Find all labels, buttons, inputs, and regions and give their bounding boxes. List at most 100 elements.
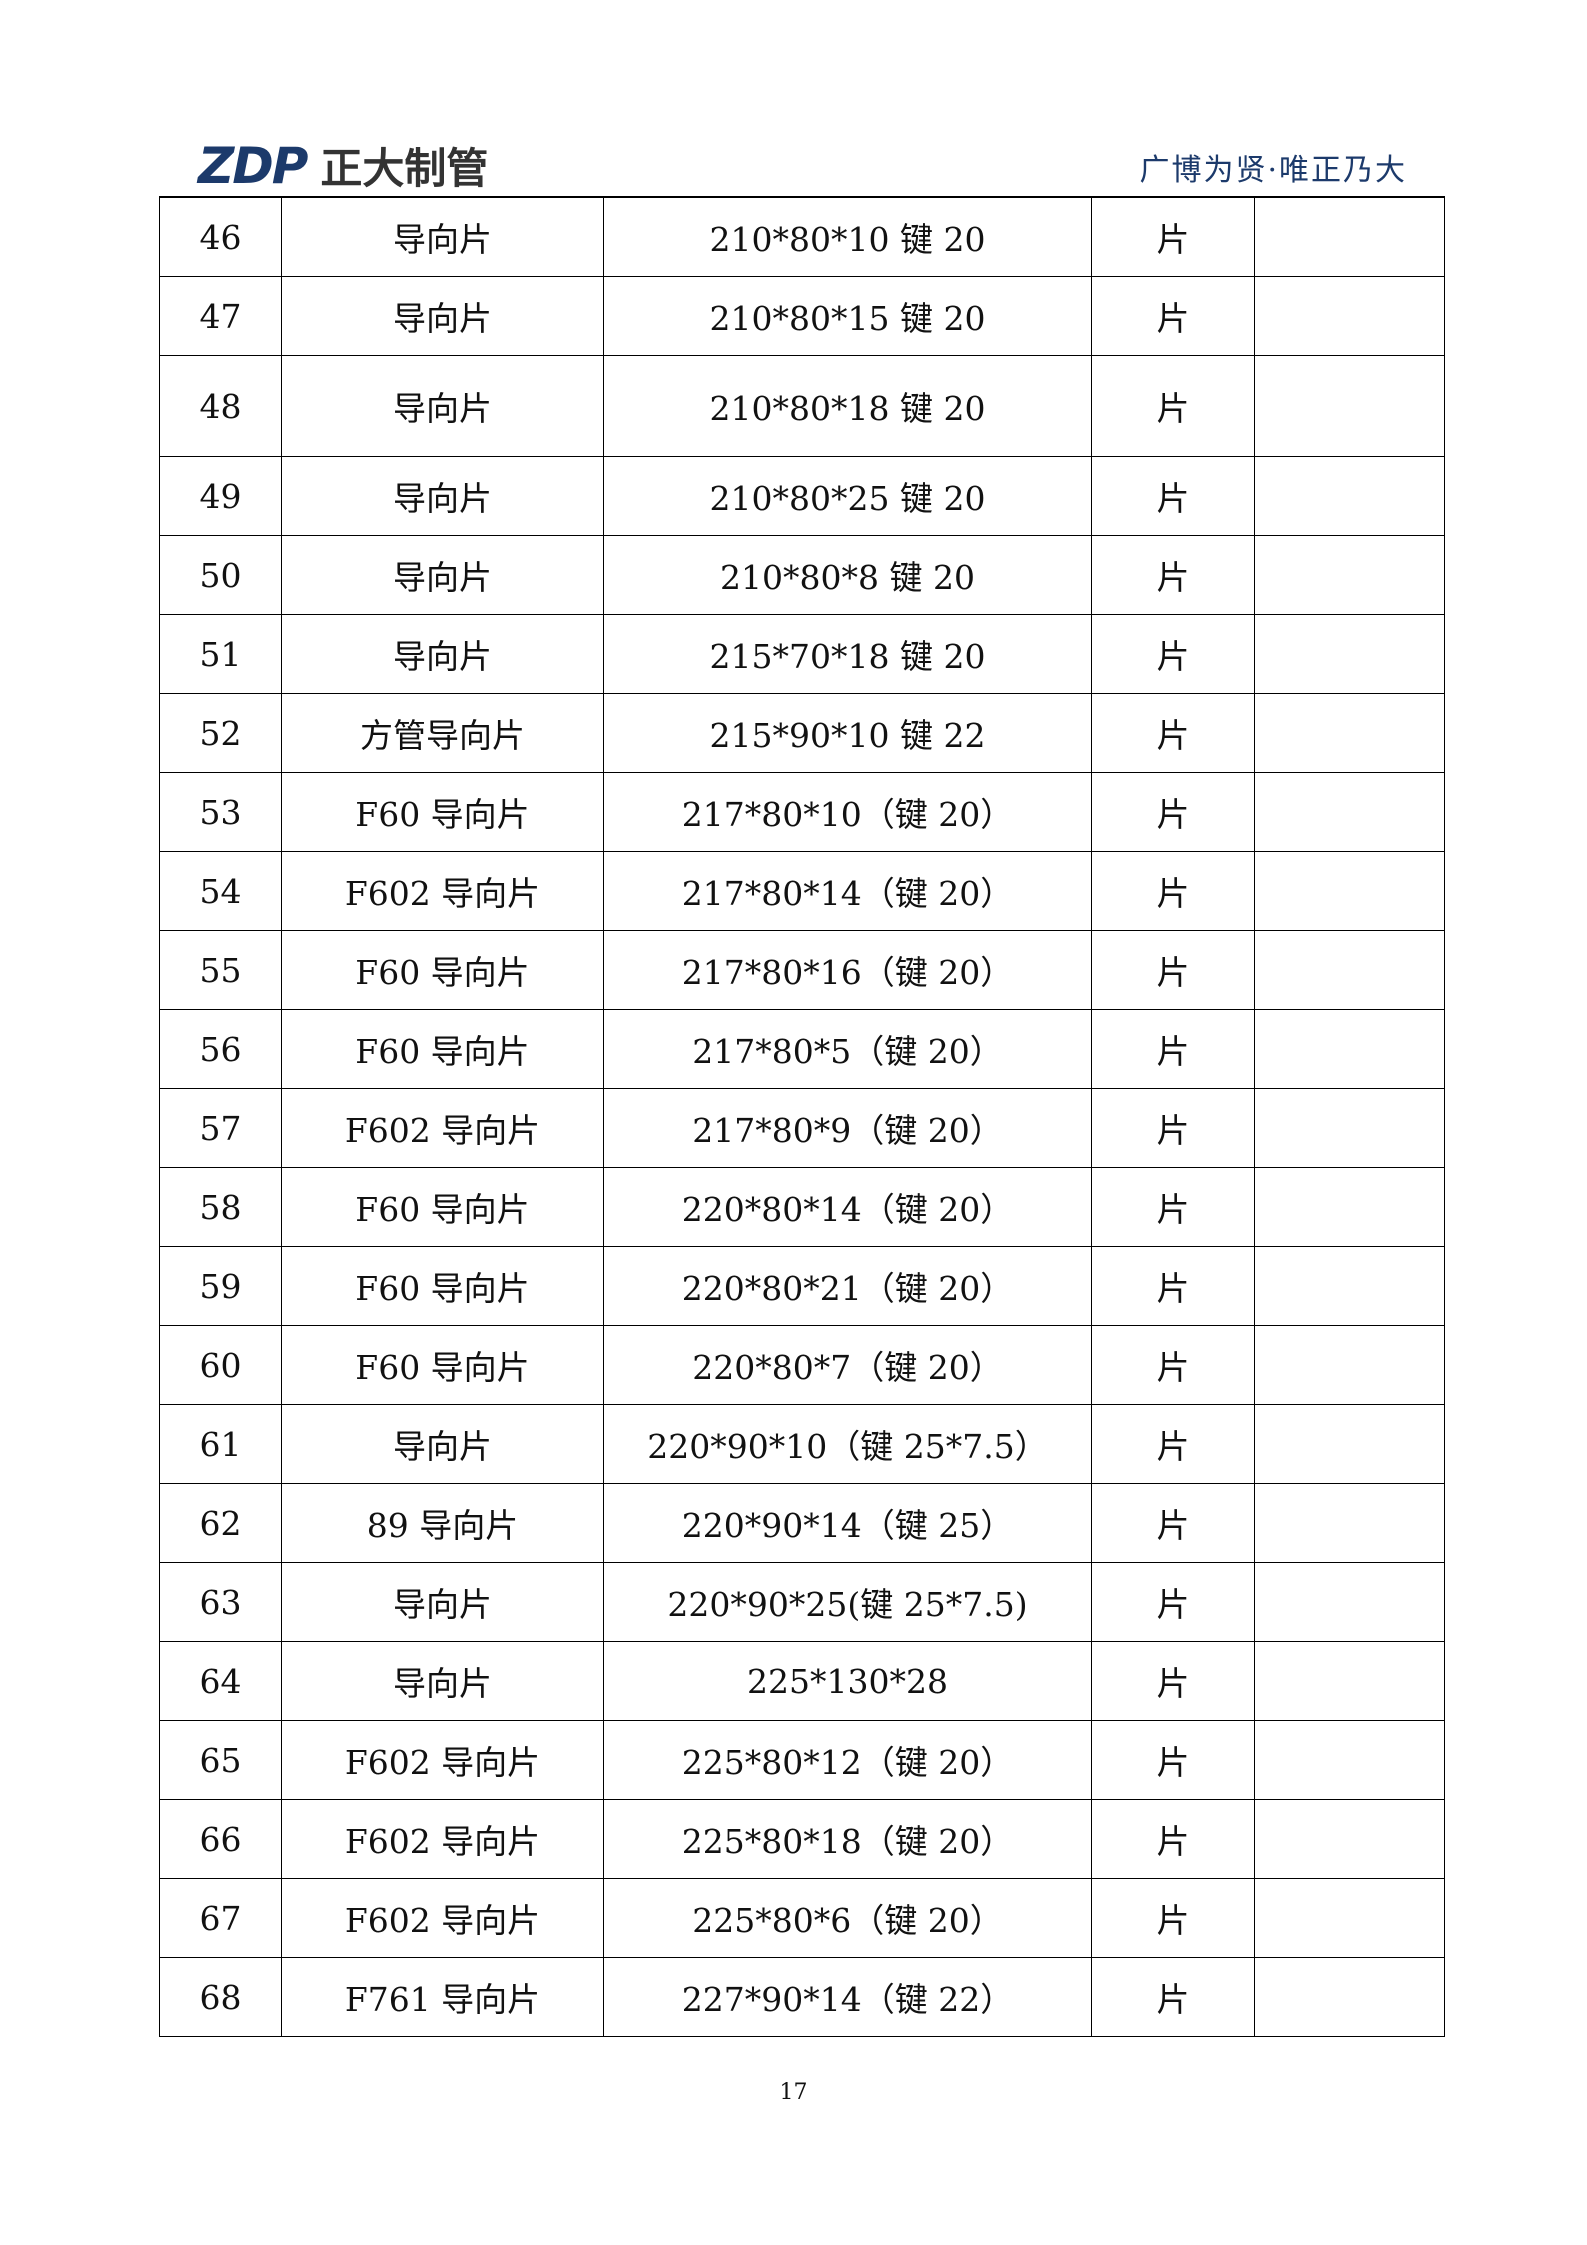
cell-no: 57 (159, 1088, 282, 1168)
cell-unit: 片 (1091, 1483, 1255, 1563)
cell-remark (1254, 1404, 1445, 1484)
cell-name: 导向片 (281, 276, 604, 356)
cell-name: 导向片 (281, 614, 604, 694)
cell-name: 89 导向片 (281, 1483, 604, 1563)
cell-name: 导向片 (281, 456, 604, 536)
cell-remark (1254, 1878, 1445, 1958)
cell-unit: 片 (1091, 1720, 1255, 1800)
cell-spec: 215*90*10 键 22 (603, 693, 1092, 773)
table-row: 46 导向片 210*80*10 键 20 片 (159, 197, 1445, 277)
cell-unit: 片 (1091, 1878, 1255, 1958)
cell-no: 63 (159, 1562, 282, 1642)
cell-unit: 片 (1091, 1246, 1255, 1326)
cell-no: 51 (159, 614, 282, 694)
table-row: 48 导向片 210*80*18 键 20 片 (159, 355, 1445, 457)
cell-no: 58 (159, 1167, 282, 1247)
cell-name: F60 导向片 (281, 1009, 604, 1089)
cell-no: 66 (159, 1799, 282, 1879)
cell-spec: 220*80*7（键 20） (603, 1325, 1092, 1405)
cell-unit: 片 (1091, 355, 1255, 457)
cell-unit: 片 (1091, 1404, 1255, 1484)
cell-unit: 片 (1091, 1088, 1255, 1168)
cell-name: 导向片 (281, 197, 604, 277)
cell-spec: 217*80*5（键 20） (603, 1009, 1092, 1089)
cell-spec: 217*80*10（键 20） (603, 772, 1092, 852)
cell-unit: 片 (1091, 1641, 1255, 1721)
cell-no: 53 (159, 772, 282, 852)
cell-remark (1254, 772, 1445, 852)
cell-spec: 225*80*18（键 20） (603, 1799, 1092, 1879)
cell-name: F602 导向片 (281, 1720, 604, 1800)
cell-no: 62 (159, 1483, 282, 1563)
cell-spec: 217*80*9（键 20） (603, 1088, 1092, 1168)
cell-unit: 片 (1091, 1562, 1255, 1642)
cell-remark (1254, 355, 1445, 457)
table-row: 57 F602 导向片 217*80*9（键 20）片 (159, 1088, 1445, 1168)
cell-spec: 220*80*14（键 20） (603, 1167, 1092, 1247)
cell-remark (1254, 1009, 1445, 1089)
cell-spec: 227*90*14（键 22） (603, 1957, 1092, 2037)
cell-remark (1254, 1483, 1445, 1563)
cell-name: 导向片 (281, 1641, 604, 1721)
cell-remark (1254, 535, 1445, 615)
table-row: 62 89 导向片 220*90*14（键 25）片 (159, 1483, 1445, 1563)
table-row: 65 F602 导向片 225*80*12（键 20）片 (159, 1720, 1445, 1800)
table-row: 68 F761 导向片 227*90*14（键 22）片 (159, 1957, 1445, 2037)
cell-name: F60 导向片 (281, 772, 604, 852)
cell-spec: 215*70*18 键 20 (603, 614, 1092, 694)
cell-spec: 210*80*10 键 20 (603, 197, 1092, 277)
cell-unit: 片 (1091, 851, 1255, 931)
cell-unit: 片 (1091, 614, 1255, 694)
cell-no: 54 (159, 851, 282, 931)
cell-unit: 片 (1091, 693, 1255, 773)
table-row: 55 F60 导向片 217*80*16（键 20）片 (159, 930, 1445, 1010)
table-row: 67 F602 导向片 225*80*6（键 20）片 (159, 1878, 1445, 1958)
table-row: 49 导向片 210*80*25 键 20 片 (159, 456, 1445, 536)
cell-no: 48 (159, 355, 282, 457)
cell-unit: 片 (1091, 1799, 1255, 1879)
cell-unit: 片 (1091, 1957, 1255, 2037)
cell-name: F60 导向片 (281, 1246, 604, 1326)
cell-name: F602 导向片 (281, 1088, 604, 1168)
cell-remark (1254, 851, 1445, 931)
cell-spec: 210*80*15 键 20 (603, 276, 1092, 356)
table-row: 59 F60 导向片 220*80*21（键 20）片 (159, 1246, 1445, 1326)
cell-spec: 220*90*25(键 25*7.5) (603, 1562, 1092, 1642)
cell-remark (1254, 930, 1445, 1010)
table-row: 60 F60 导向片 220*80*7（键 20）片 (159, 1325, 1445, 1405)
cell-no: 52 (159, 693, 282, 773)
cell-spec: 210*80*8 键 20 (603, 535, 1092, 615)
cell-name: F60 导向片 (281, 930, 604, 1010)
company-logo: ZDP 正大制管 (198, 135, 488, 196)
cell-spec: 220*90*10（键 25*7.5） (603, 1404, 1092, 1484)
table-row: 58 F60 导向片 220*80*14（键 20）片 (159, 1167, 1445, 1247)
cell-spec: 225*80*6（键 20） (603, 1878, 1092, 1958)
cell-remark (1254, 1720, 1445, 1800)
cell-remark (1254, 1641, 1445, 1721)
cell-name: F60 导向片 (281, 1167, 604, 1247)
table-row: 51 导向片 215*70*18 键 20 片 (159, 614, 1445, 694)
cell-no: 56 (159, 1009, 282, 1089)
cell-spec: 225*130*28 (603, 1641, 1092, 1721)
cell-remark (1254, 1957, 1445, 2037)
table-row: 50 导向片 210*80*8 键 20 片 (159, 535, 1445, 615)
cell-spec: 217*80*16（键 20） (603, 930, 1092, 1010)
cell-name: F761 导向片 (281, 1957, 604, 2037)
cell-no: 61 (159, 1404, 282, 1484)
table-row: 66 F602 导向片 225*80*18（键 20）片 (159, 1799, 1445, 1879)
table-row: 52 方管导向片 215*90*10 键 22 片 (159, 693, 1445, 773)
cell-name: F602 导向片 (281, 851, 604, 931)
cell-remark (1254, 1799, 1445, 1879)
cell-name: F602 导向片 (281, 1799, 604, 1879)
cell-remark (1254, 693, 1445, 773)
cell-remark (1254, 197, 1445, 277)
cell-no: 49 (159, 456, 282, 536)
cell-remark (1254, 1325, 1445, 1405)
table-row: 54 F602 导向片 217*80*14（键 20）片 (159, 851, 1445, 931)
cell-no: 64 (159, 1641, 282, 1721)
cell-spec: 220*80*21（键 20） (603, 1246, 1092, 1326)
cell-remark (1254, 614, 1445, 694)
cell-spec: 220*90*14（键 25） (603, 1483, 1092, 1563)
cell-name: F60 导向片 (281, 1325, 604, 1405)
table-row: 56 F60 导向片 217*80*5（键 20）片 (159, 1009, 1445, 1089)
